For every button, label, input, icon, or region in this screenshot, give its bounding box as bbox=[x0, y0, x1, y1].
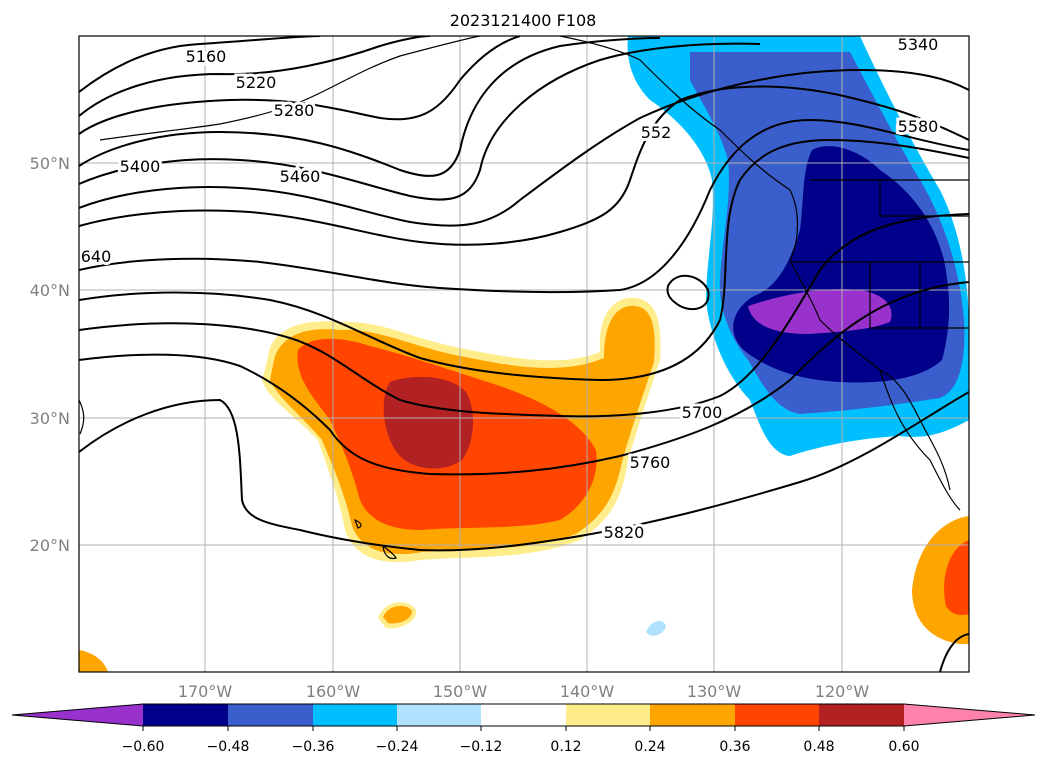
height-contours bbox=[79, 36, 969, 672]
contour-label-5460: 5460 bbox=[280, 167, 321, 186]
lat-label-20n: 20°N bbox=[30, 536, 70, 555]
colorbar-swatch-7 bbox=[650, 704, 735, 726]
colorbar-tick-label: −0.48 bbox=[207, 739, 250, 755]
contour-label-5700: 5700 bbox=[682, 403, 723, 422]
colorbar-swatch-4 bbox=[397, 704, 481, 726]
colorbar-tick-label: −0.24 bbox=[376, 739, 419, 755]
colorbar-tick-label: 0.36 bbox=[719, 739, 750, 755]
map-title: 2023121400 F108 bbox=[450, 11, 597, 30]
longitude-labels: 170°W 160°W 150°W 140°W 130°W 120°W bbox=[178, 682, 870, 701]
lon-label-120w: 120°W bbox=[815, 682, 870, 701]
colorbar-extend-low bbox=[12, 704, 143, 726]
contour-label-5220: 5220 bbox=[236, 73, 277, 92]
colorbar-tick-label: −0.60 bbox=[122, 739, 165, 755]
lat-label-40n: 40°N bbox=[30, 281, 70, 300]
contour-label-5820: 5820 bbox=[604, 523, 645, 542]
colorbar-extend-high bbox=[904, 704, 1035, 726]
map-frame bbox=[78, 35, 970, 673]
latitude-labels: 50°N 40°N 30°N 20°N bbox=[30, 154, 70, 555]
colorbar-tick-label: −0.12 bbox=[460, 739, 503, 755]
colorbar-swatch-1 bbox=[143, 704, 228, 726]
colorbar-ticks: −0.60 −0.48 −0.36 −0.24 −0.12 0.12 0.24 … bbox=[122, 739, 920, 755]
contour-label-group: 5160 5220 5280 5340 5400 5460 552 5580 6… bbox=[79, 35, 941, 545]
graticule bbox=[79, 36, 969, 672]
colorbar-tick-label: 0.12 bbox=[550, 739, 581, 755]
colorbar-swatch-9 bbox=[819, 704, 904, 726]
lat-label-30n: 30°N bbox=[30, 409, 70, 428]
contour-label-5400: 5400 bbox=[120, 157, 161, 176]
lat-label-50n: 50°N bbox=[30, 154, 70, 173]
contour-label-5160: 5160 bbox=[186, 47, 227, 66]
contour-label-5580: 5580 bbox=[898, 117, 939, 136]
warm-anomaly-region bbox=[79, 297, 969, 672]
colorbar-tick-marks bbox=[142, 726, 905, 731]
colorbar-tick-label: 0.60 bbox=[888, 739, 919, 755]
lon-label-130w: 130°W bbox=[687, 682, 742, 701]
colorbar-swatch-2 bbox=[228, 704, 313, 726]
colorbar-tick-label: −0.36 bbox=[292, 739, 335, 755]
lon-label-140w: 140°W bbox=[560, 682, 615, 701]
lon-label-170w: 170°W bbox=[178, 682, 233, 701]
colorbar-swatch-5 bbox=[481, 704, 566, 726]
colorbar-swatch-3 bbox=[313, 704, 397, 726]
colorbar-swatch-6 bbox=[566, 704, 650, 726]
colorbar-swatch-8 bbox=[735, 704, 819, 726]
contour-label-5340: 5340 bbox=[898, 35, 939, 54]
colorbar: −0.60 −0.48 −0.36 −0.24 −0.12 0.12 0.24 … bbox=[11, 703, 1036, 755]
contour-label-5760: 5760 bbox=[630, 453, 671, 472]
colorbar-tick-label: 0.24 bbox=[634, 739, 665, 755]
colorbar-tick-label: 0.48 bbox=[803, 739, 834, 755]
lon-label-160w: 160°W bbox=[306, 682, 361, 701]
lon-label-150w: 150°W bbox=[433, 682, 488, 701]
contour-label-640: 640 bbox=[81, 247, 112, 266]
contour-label-5280: 5280 bbox=[274, 101, 315, 120]
contour-label-552: 552 bbox=[641, 123, 672, 142]
